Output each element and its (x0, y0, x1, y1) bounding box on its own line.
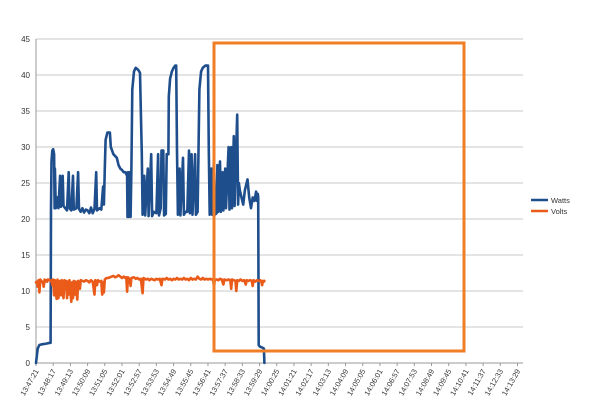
series-line-watts (34, 64, 266, 365)
legend-label-volts: Volts (551, 207, 568, 216)
y-tick-label: 10 (21, 287, 30, 296)
grid-lines (36, 38, 523, 364)
y-tick-label: 40 (21, 71, 30, 80)
y-tick-label: 0 (26, 359, 31, 368)
y-tick-label: 25 (21, 179, 30, 188)
y-tick-label: 5 (26, 323, 31, 332)
highlight-rectangle (212, 41, 466, 353)
legend-label-watts: Watts (551, 196, 570, 205)
x-axis-tick-labels: 13:47:2113:48:1713:49:1313:50:0913:51:05… (18, 367, 522, 397)
y-tick-label: 35 (21, 107, 30, 116)
legend: Watts Volts (531, 196, 570, 216)
y-tick-label: 45 (21, 35, 30, 44)
y-axis-tick-labels: 0 5 10 15 20 25 30 35 40 45 (21, 35, 30, 368)
y-tick-label: 30 (21, 143, 30, 152)
series-lines (34, 64, 266, 365)
y-tick-label: 15 (21, 251, 30, 260)
y-tick-label: 20 (21, 215, 30, 224)
axes (35, 39, 523, 366)
series-line-volts (34, 273, 266, 304)
